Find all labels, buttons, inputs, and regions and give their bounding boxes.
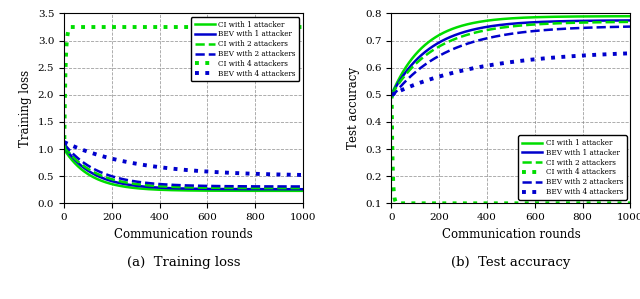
Legend: CI with 1 attacker, BEV with 1 attacker, CI with 2 attackers, BEV with 2 attacke: CI with 1 attacker, BEV with 1 attacker,… [191, 17, 300, 81]
Legend: CI with 1 attacker, BEV with 1 attacker, CI with 2 attackers, CI with 4 attacker: CI with 1 attacker, BEV with 1 attacker,… [518, 135, 627, 200]
X-axis label: Communication rounds: Communication rounds [114, 228, 253, 241]
X-axis label: Communication rounds: Communication rounds [442, 228, 580, 241]
Text: (b)  Test accuracy: (b) Test accuracy [451, 257, 571, 269]
Text: (a)  Training loss: (a) Training loss [127, 257, 240, 269]
Y-axis label: Test accuracy: Test accuracy [347, 67, 360, 150]
Y-axis label: Training loss: Training loss [19, 70, 32, 147]
